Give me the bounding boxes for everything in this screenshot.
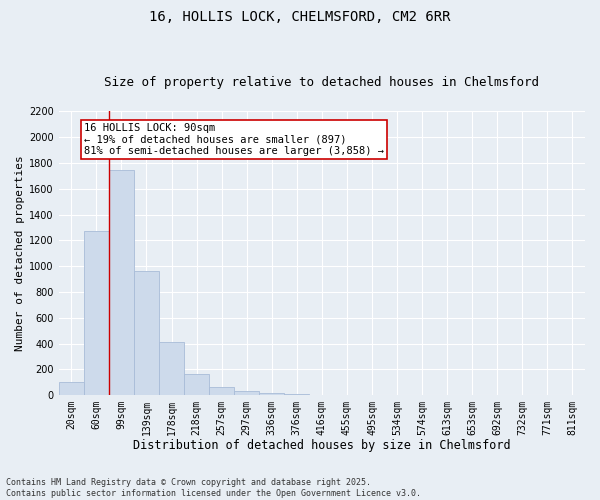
Bar <box>84 232 109 395</box>
Bar <box>259 392 284 395</box>
Text: Contains HM Land Registry data © Crown copyright and database right 2025.
Contai: Contains HM Land Registry data © Crown c… <box>6 478 421 498</box>
Bar <box>134 272 159 395</box>
Text: 16, HOLLIS LOCK, CHELMSFORD, CM2 6RR: 16, HOLLIS LOCK, CHELMSFORD, CM2 6RR <box>149 10 451 24</box>
Y-axis label: Number of detached properties: Number of detached properties <box>15 156 25 351</box>
Bar <box>184 374 209 395</box>
Bar <box>234 392 259 395</box>
Bar <box>159 342 184 395</box>
Bar <box>59 382 84 395</box>
Bar <box>109 170 134 395</box>
Bar <box>284 394 310 395</box>
Title: Size of property relative to detached houses in Chelmsford: Size of property relative to detached ho… <box>104 76 539 90</box>
Text: 16 HOLLIS LOCK: 90sqm
← 19% of detached houses are smaller (897)
81% of semi-det: 16 HOLLIS LOCK: 90sqm ← 19% of detached … <box>84 123 384 156</box>
X-axis label: Distribution of detached houses by size in Chelmsford: Distribution of detached houses by size … <box>133 440 511 452</box>
Bar <box>209 387 234 395</box>
